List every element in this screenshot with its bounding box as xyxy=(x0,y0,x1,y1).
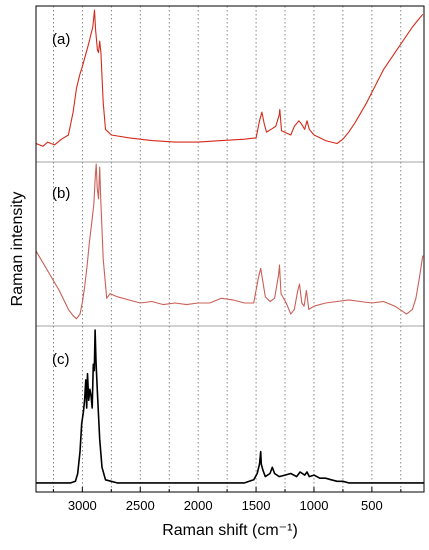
x-axis-ticks xyxy=(52,487,402,492)
x-axis-tick-labels: 3000 2500 2000 1500 1000 500 xyxy=(68,498,383,513)
panel-dividers xyxy=(36,161,424,327)
x-tick-label: 3000 xyxy=(68,498,97,513)
x-tick-label: 1500 xyxy=(242,498,271,513)
x-tick-label: 2000 xyxy=(184,498,213,513)
panel-label-c: (c) xyxy=(52,351,70,368)
series-line-b xyxy=(35,163,424,320)
series-line-c xyxy=(36,329,424,484)
x-tick-label: 500 xyxy=(361,498,383,513)
y-axis-label: Raman intensity xyxy=(9,192,26,307)
x-axis-label: Raman shift (cm⁻¹) xyxy=(162,522,298,539)
vertical-gridlines xyxy=(53,6,402,492)
panel-label-b: (b) xyxy=(52,185,70,202)
panel-label-a: (a) xyxy=(52,31,70,48)
x-tick-label: 1000 xyxy=(300,498,329,513)
spectra-series xyxy=(35,9,424,484)
series-line-a xyxy=(35,9,424,147)
panel-labels: (a) (b) (c) xyxy=(52,31,70,368)
x-tick-label: 2500 xyxy=(126,498,155,513)
plot-frame xyxy=(35,5,425,493)
